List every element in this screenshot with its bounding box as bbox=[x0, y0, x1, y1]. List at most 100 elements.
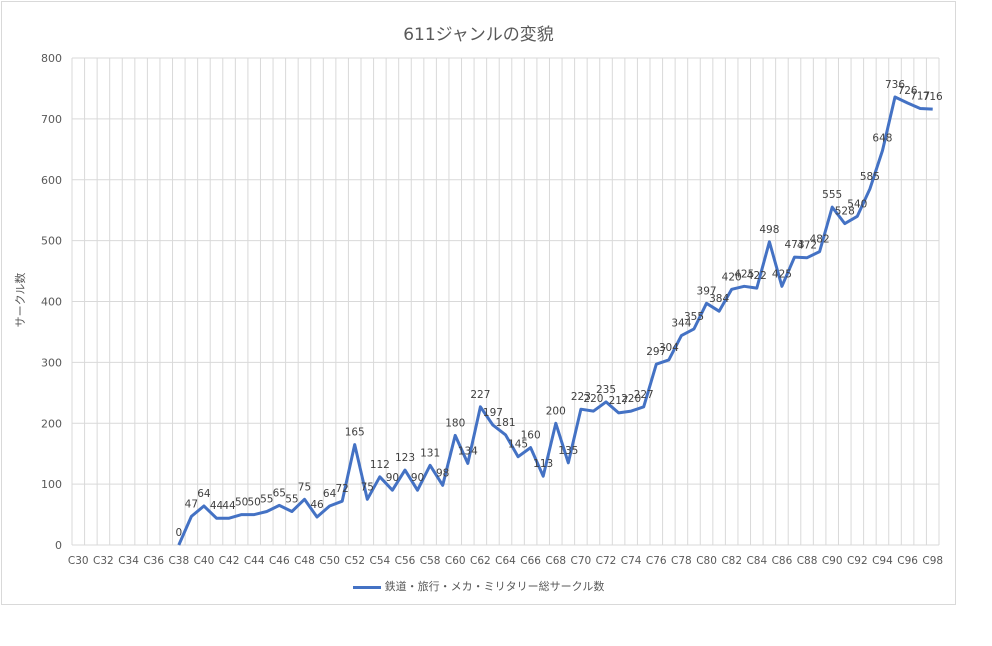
x-tick-label: C30 bbox=[68, 555, 89, 567]
x-tick-label: C56 bbox=[395, 555, 416, 567]
data-label: 223 bbox=[571, 391, 591, 403]
data-label: 90 bbox=[386, 472, 399, 484]
x-tick-label: C92 bbox=[847, 555, 868, 567]
data-label: 135 bbox=[558, 445, 578, 457]
x-tick-label: C42 bbox=[219, 555, 240, 567]
data-label: 50 bbox=[235, 497, 248, 509]
data-label: 235 bbox=[596, 384, 616, 396]
data-label: 44 bbox=[210, 500, 224, 512]
x-tick-label: C36 bbox=[143, 555, 164, 567]
x-tick-label: C82 bbox=[721, 555, 742, 567]
data-label: 422 bbox=[747, 270, 767, 282]
data-label: 123 bbox=[395, 452, 415, 464]
data-label: 384 bbox=[709, 293, 729, 305]
x-tick-label: C84 bbox=[746, 555, 767, 567]
x-tick-label: C62 bbox=[470, 555, 491, 567]
x-tick-label: C48 bbox=[294, 555, 315, 567]
x-tick-label: C74 bbox=[621, 555, 642, 567]
x-tick-label: C52 bbox=[344, 555, 365, 567]
x-tick-label: C38 bbox=[168, 555, 189, 567]
data-label: 220 bbox=[621, 393, 641, 405]
data-label: 297 bbox=[646, 346, 666, 358]
data-label: 165 bbox=[345, 427, 365, 439]
data-label: 648 bbox=[872, 133, 892, 145]
y-tick-label: 800 bbox=[41, 52, 62, 65]
data-label: 482 bbox=[810, 234, 830, 246]
x-tick-label: C94 bbox=[872, 555, 893, 567]
data-label: 112 bbox=[370, 459, 390, 471]
data-label: 64 bbox=[197, 488, 211, 500]
data-label: 131 bbox=[420, 447, 440, 459]
data-label: 217 bbox=[609, 395, 629, 407]
y-tick-label: 300 bbox=[41, 356, 62, 369]
data-label: 90 bbox=[411, 472, 424, 484]
data-label: 425 bbox=[772, 268, 792, 280]
data-label: 717 bbox=[910, 91, 930, 103]
data-label: 528 bbox=[835, 206, 855, 218]
chart-title: 611ジャンルの変貌 bbox=[403, 25, 554, 45]
data-label: 397 bbox=[697, 285, 717, 297]
data-label: 75 bbox=[361, 481, 374, 493]
data-label: 64 bbox=[323, 488, 337, 500]
x-tick-label: C68 bbox=[545, 555, 566, 567]
y-tick-label: 0 bbox=[55, 539, 62, 552]
x-tick-label: C54 bbox=[369, 555, 390, 567]
data-label: 540 bbox=[847, 198, 867, 210]
data-label: 145 bbox=[508, 439, 528, 451]
data-label: 227 bbox=[470, 389, 490, 401]
data-label: 180 bbox=[445, 417, 465, 429]
x-tick-label: C70 bbox=[571, 555, 592, 567]
data-label: 304 bbox=[659, 342, 679, 354]
data-label: 227 bbox=[634, 389, 654, 401]
x-tick-label: C90 bbox=[822, 555, 843, 567]
x-tick-label: C64 bbox=[495, 555, 516, 567]
x-tick-label: C86 bbox=[772, 555, 793, 567]
data-label: 160 bbox=[521, 430, 541, 442]
x-tick-label: C72 bbox=[596, 555, 617, 567]
x-tick-label: C78 bbox=[671, 555, 692, 567]
data-label: 473 bbox=[784, 239, 804, 251]
data-label: 555 bbox=[822, 189, 842, 201]
y-tick-label: 200 bbox=[41, 417, 62, 430]
data-label: 420 bbox=[722, 271, 742, 283]
data-label: 47 bbox=[185, 498, 198, 510]
data-label: 65 bbox=[273, 487, 286, 499]
y-tick-label: 400 bbox=[41, 296, 62, 309]
data-label: 726 bbox=[898, 85, 918, 97]
data-label: 98 bbox=[436, 467, 449, 479]
x-tick-label: C34 bbox=[118, 555, 139, 567]
data-label: 344 bbox=[671, 318, 691, 330]
data-label: 425 bbox=[734, 268, 754, 280]
data-label: 355 bbox=[684, 311, 704, 323]
data-label: 736 bbox=[885, 79, 905, 91]
legend-line-icon bbox=[352, 585, 381, 589]
data-label: 498 bbox=[759, 224, 779, 236]
x-tick-label: C60 bbox=[445, 555, 466, 567]
x-tick-label: C66 bbox=[520, 555, 541, 567]
data-label: 220 bbox=[583, 393, 603, 405]
data-label: 585 bbox=[860, 171, 880, 183]
x-tick-label: C44 bbox=[244, 555, 265, 567]
data-label: 75 bbox=[298, 481, 311, 493]
x-tick-label: C88 bbox=[797, 555, 818, 567]
data-label: 44 bbox=[222, 500, 236, 512]
data-label: 0 bbox=[175, 527, 182, 539]
x-tick-label: C76 bbox=[646, 555, 667, 567]
x-tick-label: C96 bbox=[897, 555, 918, 567]
series-line bbox=[177, 95, 933, 546]
data-label: 55 bbox=[260, 494, 273, 506]
data-label: 716 bbox=[923, 91, 943, 103]
data-label: 55 bbox=[285, 494, 298, 506]
x-tick-label: C58 bbox=[420, 555, 441, 567]
x-tick-label: C40 bbox=[194, 555, 215, 567]
data-label: 472 bbox=[797, 240, 817, 252]
data-label: 50 bbox=[248, 497, 261, 509]
y-tick-label: 500 bbox=[41, 235, 62, 248]
data-label: 200 bbox=[546, 405, 566, 417]
data-label: 134 bbox=[458, 445, 478, 457]
x-tick-label: C32 bbox=[93, 555, 114, 567]
x-tick-label: C50 bbox=[319, 555, 340, 567]
data-label: 181 bbox=[495, 417, 515, 429]
data-label: 46 bbox=[310, 499, 324, 511]
